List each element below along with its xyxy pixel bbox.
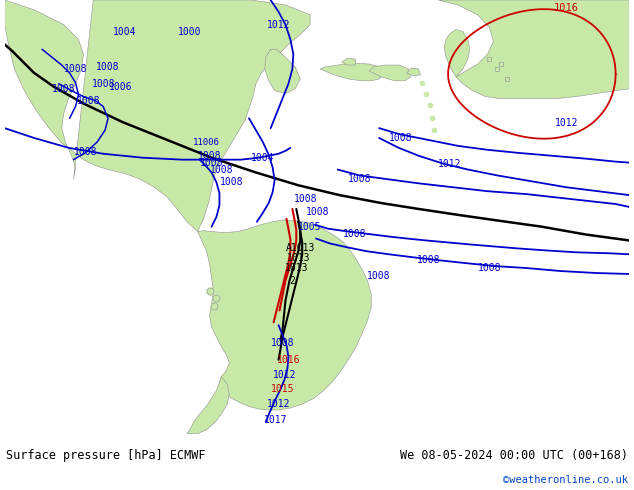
Text: 1013: 1013	[287, 253, 310, 263]
Text: 1008: 1008	[91, 79, 115, 89]
Text: 1012: 1012	[267, 20, 290, 29]
Text: 1008: 1008	[417, 255, 440, 265]
Text: 1008: 1008	[74, 147, 97, 157]
Text: 1000: 1000	[178, 26, 202, 37]
Text: 1004: 1004	[251, 153, 275, 163]
Text: 1008: 1008	[306, 207, 330, 217]
Text: 1006: 1006	[109, 82, 133, 92]
Text: 1012: 1012	[555, 118, 578, 128]
Text: 1008: 1008	[367, 271, 391, 281]
Polygon shape	[320, 63, 384, 81]
Text: 11006: 11006	[193, 138, 220, 147]
Text: 1008: 1008	[347, 174, 371, 184]
Polygon shape	[4, 0, 310, 232]
Text: 1012: 1012	[438, 159, 462, 169]
Text: 1005: 1005	[299, 221, 322, 232]
Polygon shape	[406, 68, 420, 76]
Text: ©weatheronline.co.uk: ©weatheronline.co.uk	[503, 475, 628, 485]
Polygon shape	[265, 49, 301, 94]
Text: 1008: 1008	[96, 62, 120, 72]
Text: 1008: 1008	[271, 338, 294, 348]
Text: 1008: 1008	[210, 165, 233, 174]
Text: 1008: 1008	[478, 263, 501, 273]
Text: 1008: 1008	[77, 96, 100, 105]
Text: 1008: 1008	[52, 84, 75, 94]
Text: 1017: 1017	[264, 415, 287, 425]
Polygon shape	[444, 29, 470, 77]
Text: 1008: 1008	[219, 177, 243, 187]
Text: 1008: 1008	[389, 133, 413, 143]
Text: 1012: 1012	[273, 369, 296, 380]
Polygon shape	[342, 58, 356, 65]
Text: 1004: 1004	[113, 26, 136, 37]
Text: A1013: A1013	[285, 244, 315, 253]
Polygon shape	[438, 0, 630, 98]
Text: Surface pressure [hPa] ECMWF: Surface pressure [hPa] ECMWF	[6, 448, 206, 462]
Text: 1008: 1008	[198, 151, 221, 161]
Text: 1008: 1008	[294, 194, 317, 204]
Text: 1016: 1016	[276, 355, 300, 365]
Text: 1016: 1016	[554, 3, 579, 13]
Text: 1012: 1012	[267, 399, 290, 409]
Text: 1008: 1008	[343, 228, 366, 239]
Text: 1008: 1008	[64, 64, 87, 74]
Polygon shape	[198, 220, 371, 410]
Polygon shape	[187, 376, 230, 434]
Text: We 08-05-2024 00:00 UTC (00+168): We 08-05-2024 00:00 UTC (00+168)	[399, 448, 628, 462]
Text: 1008: 1008	[200, 158, 223, 168]
Polygon shape	[369, 65, 411, 81]
Text: 2: 2	[290, 276, 295, 286]
Text: 1015: 1015	[271, 384, 294, 394]
Text: 1013: 1013	[285, 263, 308, 273]
